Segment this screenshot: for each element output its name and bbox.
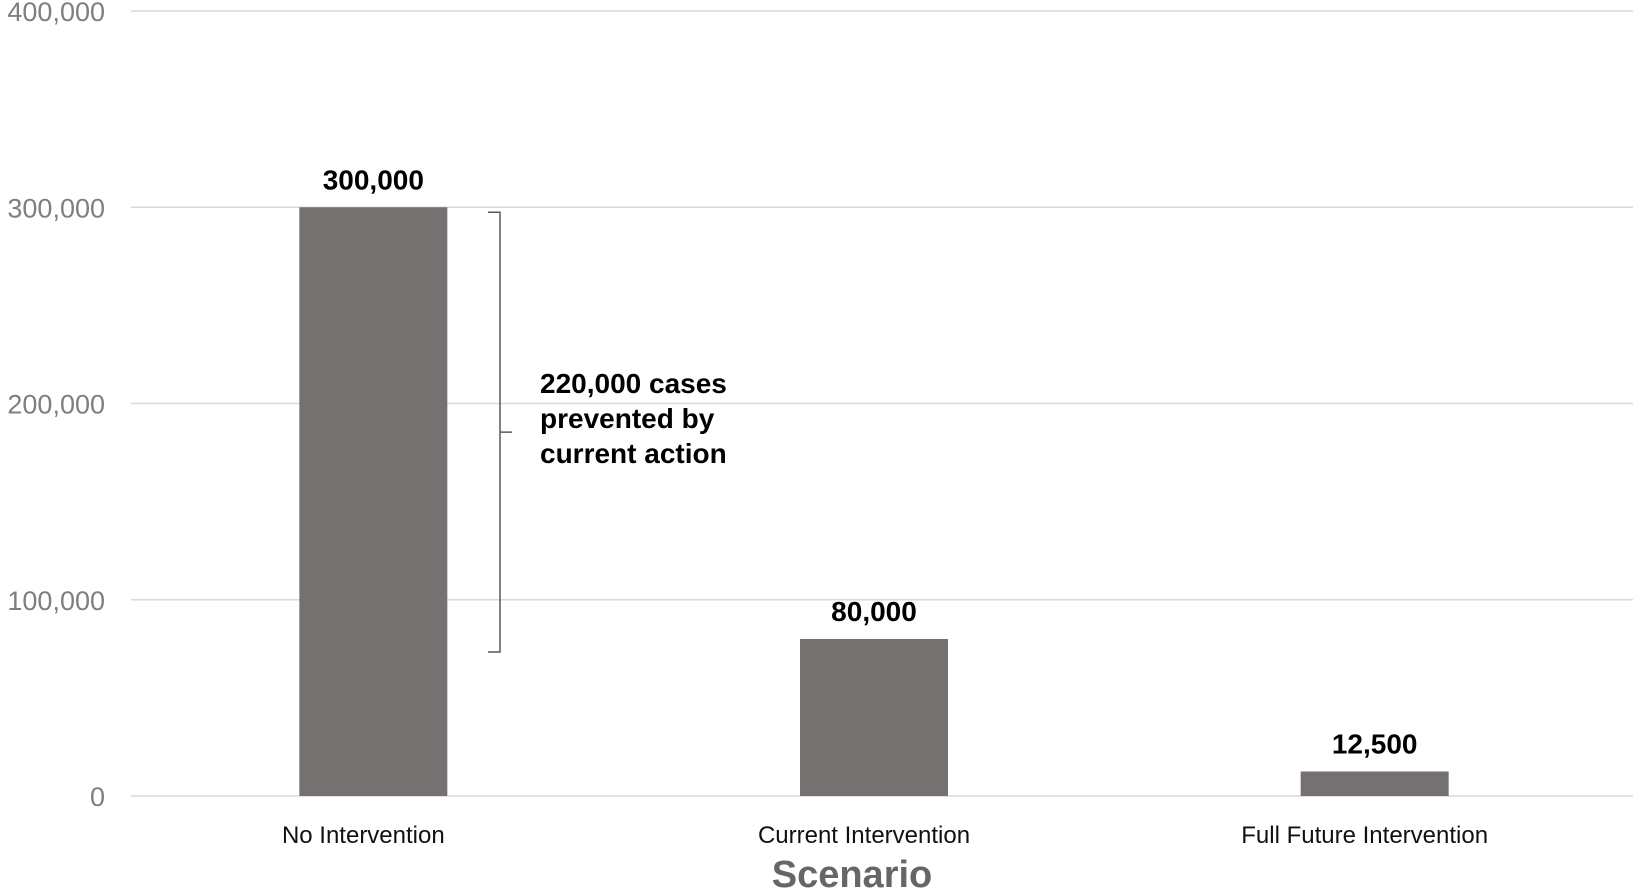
bar [800,639,948,796]
annotation-line: current action [540,438,727,469]
data-label: 80,000 [831,596,917,627]
data-labels: 300,000 80,000 12,500 [323,164,1418,759]
annotation-text: 220,000 cases prevented by current action [540,368,727,469]
y-tick-label: 400,000 [7,0,105,27]
x-category-label: No Intervention [282,822,445,849]
data-label: 300,000 [323,164,424,195]
data-label: 12,500 [1332,728,1418,759]
annotation: 220,000 cases prevented by current action [488,211,727,653]
annotation-line: 220,000 cases [540,368,727,399]
x-axis-title: Scenario [772,854,933,894]
bar [299,207,448,796]
x-category-label: Current Intervention [758,822,970,849]
y-tick-label: 200,000 [7,390,105,420]
bars [299,207,1449,796]
y-tick-label: 100,000 [7,586,105,616]
x-category-label: Full Future Intervention [1241,822,1488,849]
annotation-line: prevented by [540,403,715,434]
y-tick-label: 0 [90,782,105,812]
x-axis-category-labels: No Intervention Current Intervention Full … [282,822,1488,849]
annotation-bracket [488,211,512,653]
bar [1300,771,1449,796]
y-axis-tick-labels: 0 100,000 200,000 300,000 400,000 [7,0,105,812]
y-tick-label: 300,000 [7,193,105,223]
